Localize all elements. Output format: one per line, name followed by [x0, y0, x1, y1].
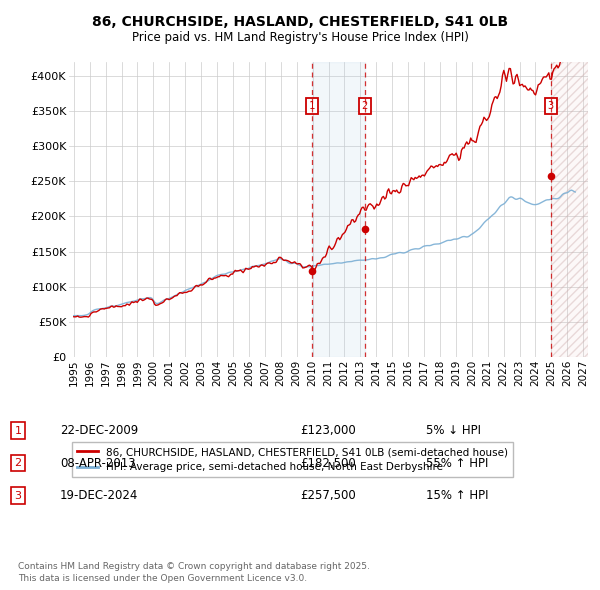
- Text: 3: 3: [14, 491, 22, 500]
- Text: 5% ↓ HPI: 5% ↓ HPI: [426, 424, 481, 437]
- Text: 55% ↑ HPI: 55% ↑ HPI: [426, 457, 488, 470]
- Text: Price paid vs. HM Land Registry's House Price Index (HPI): Price paid vs. HM Land Registry's House …: [131, 31, 469, 44]
- Legend: 86, CHURCHSIDE, HASLAND, CHESTERFIELD, S41 0LB (semi-detached house), HPI: Avera: 86, CHURCHSIDE, HASLAND, CHESTERFIELD, S…: [71, 442, 513, 477]
- Text: 2: 2: [362, 101, 368, 111]
- Text: Contains HM Land Registry data © Crown copyright and database right 2025.
This d: Contains HM Land Registry data © Crown c…: [18, 562, 370, 583]
- Text: £182,500: £182,500: [300, 457, 356, 470]
- Text: 86, CHURCHSIDE, HASLAND, CHESTERFIELD, S41 0LB: 86, CHURCHSIDE, HASLAND, CHESTERFIELD, S…: [92, 15, 508, 29]
- Text: 19-DEC-2024: 19-DEC-2024: [60, 489, 139, 502]
- Text: £257,500: £257,500: [300, 489, 356, 502]
- Text: 3: 3: [548, 101, 554, 111]
- Text: 1: 1: [14, 426, 22, 435]
- Text: 08-APR-2013: 08-APR-2013: [60, 457, 136, 470]
- Bar: [551, 62, 588, 357]
- Bar: [551, 62, 588, 357]
- Text: 2: 2: [14, 458, 22, 468]
- Text: 1: 1: [309, 101, 315, 111]
- Text: 22-DEC-2009: 22-DEC-2009: [60, 424, 138, 437]
- Text: £123,000: £123,000: [300, 424, 356, 437]
- Text: 15% ↑ HPI: 15% ↑ HPI: [426, 489, 488, 502]
- Bar: [312, 62, 365, 357]
